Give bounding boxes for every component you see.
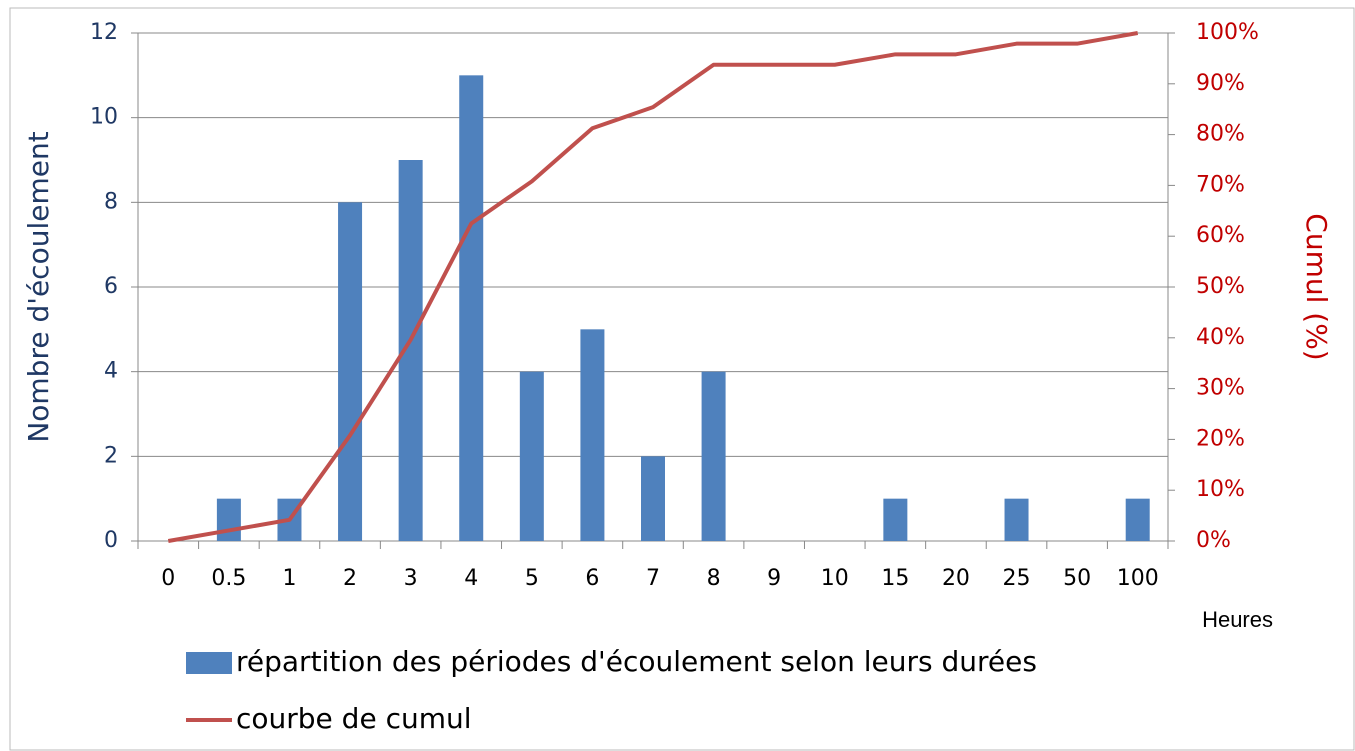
y2-tick-label: 80%: [1196, 122, 1245, 147]
x-tick-label: 100: [1117, 566, 1159, 591]
y-tick-label: 2: [104, 443, 118, 468]
bar: [701, 371, 726, 541]
y2-tick-label: 30%: [1196, 376, 1245, 401]
x-tick-label: 4: [464, 566, 478, 591]
x-tick-label: 10: [821, 566, 849, 591]
bar: [883, 498, 908, 541]
y-tick-label: 0: [104, 528, 118, 553]
x-tick-label: 25: [1003, 566, 1031, 591]
legend-swatch: [186, 652, 232, 674]
x-axis-label: Heures: [1202, 607, 1273, 632]
bar: [216, 498, 241, 541]
bar: [580, 329, 605, 541]
y-tick-label: 6: [104, 274, 118, 299]
x-tick-label: 6: [585, 566, 599, 591]
y2-tick-label: 60%: [1196, 223, 1245, 248]
bar: [519, 371, 544, 541]
bar: [1004, 498, 1029, 541]
x-tick-label: 0.5: [211, 566, 246, 591]
y-tick-label: 8: [104, 189, 118, 214]
y2-tick-label: 40%: [1196, 325, 1245, 350]
legend-label: courbe de cumul: [236, 702, 472, 735]
x-tick-label: 1: [282, 566, 296, 591]
chart-border: [9, 7, 1355, 751]
x-tick-label: 8: [707, 566, 721, 591]
legend-label: répartition des périodes d'écoulement se…: [236, 645, 1037, 678]
x-tick-label: 15: [881, 566, 909, 591]
y2-tick-label: 50%: [1196, 274, 1245, 299]
y-tick-label: 12: [90, 20, 118, 45]
x-tick-label: 9: [767, 566, 781, 591]
x-tick-label: 5: [525, 566, 539, 591]
y2-tick-label: 20%: [1196, 426, 1245, 451]
y2-tick-label: 0%: [1196, 528, 1231, 553]
y-tick-label: 10: [90, 105, 118, 130]
x-tick-label: 3: [404, 566, 418, 591]
x-tick-label: 20: [942, 566, 970, 591]
y2-tick-label: 70%: [1196, 172, 1245, 197]
x-tick-label: 50: [1063, 566, 1091, 591]
y-axis-label: Nombre d'écoulement: [22, 131, 55, 442]
y2-tick-label: 90%: [1196, 71, 1245, 96]
y-tick-label: 4: [104, 359, 118, 384]
bar: [641, 456, 665, 541]
y2-tick-label: 10%: [1196, 477, 1245, 502]
bar: [459, 75, 484, 541]
y2-tick-label: 100%: [1196, 20, 1259, 45]
line: [167, 31, 1139, 543]
bar: [1125, 498, 1150, 541]
x-tick-label: 7: [646, 566, 660, 591]
bar: [338, 202, 363, 542]
y2-axis-label: Cumul (%): [1300, 213, 1333, 360]
x-tick-label: 2: [343, 566, 357, 591]
x-tick-label: 0: [161, 566, 175, 591]
